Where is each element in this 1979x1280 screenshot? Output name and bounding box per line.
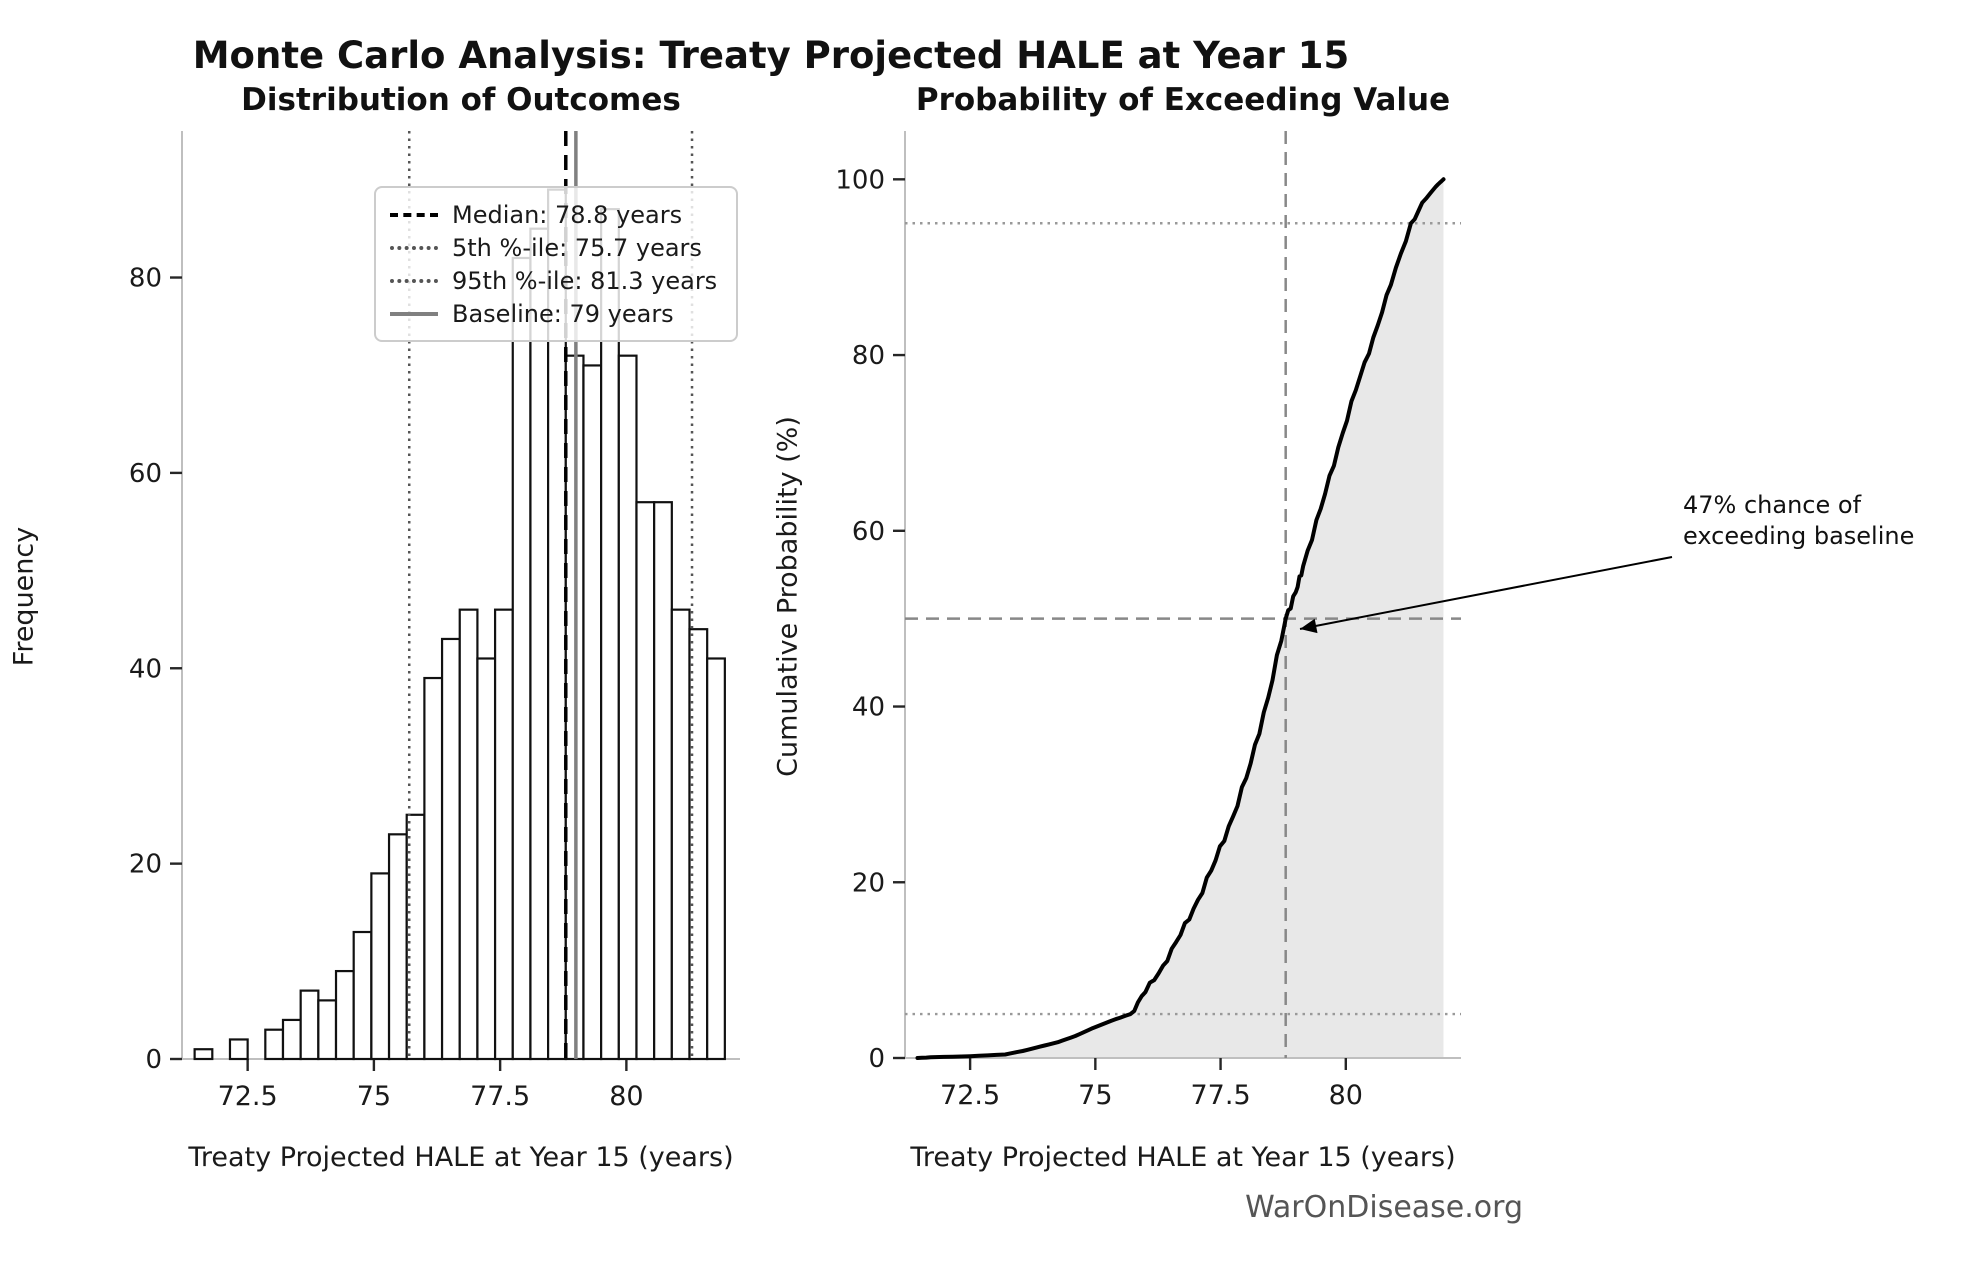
histogram-yaxis-label: Frequency: [8, 526, 40, 667]
legend-line-swatch: [390, 212, 438, 217]
histogram-x-tick-label: 80: [609, 1081, 643, 1112]
histogram-bar: [334, 969, 355, 1061]
histogram-bar: [370, 872, 391, 1061]
histogram-bar: [670, 608, 691, 1061]
histogram-bar: [529, 227, 550, 1061]
histogram-bar: [299, 989, 320, 1061]
legend-item: Baseline: 79 years: [390, 297, 722, 330]
cdf-y-tick-label: 80: [852, 341, 885, 371]
annotation-text-line: exceeding baseline: [1683, 522, 1915, 550]
cdf-x-tick-label: 75: [1078, 1080, 1112, 1111]
cdf-curve: [915, 177, 1446, 1060]
cdf-yaxis-label: Cumulative Probability (%): [772, 416, 804, 777]
legend-line-swatch: [390, 311, 438, 316]
histogram-y-tick-label: 80: [129, 264, 162, 294]
cdf-annotation: 47% chance of exceeding baseline: [1683, 490, 1914, 552]
legend: Median: 78.8 years 5th %-ile: 75.7 years 9…: [374, 186, 738, 342]
legend-item-label: 95th %-ile: 81.3 years: [452, 266, 718, 295]
legend-item-label: Median: 78.8 years: [452, 200, 683, 229]
histogram-bar: [653, 501, 673, 1061]
histogram-x-tick-label: 72.5: [218, 1081, 278, 1112]
histogram-bar: [458, 608, 479, 1061]
legend-item: 95th %-ile: 81.3 years: [390, 264, 722, 297]
histogram-bar: [440, 637, 461, 1061]
histogram-bar: [317, 999, 338, 1061]
histogram-bar: [635, 501, 656, 1061]
legend-line-swatch: [390, 278, 438, 283]
histogram-bar: [193, 1048, 214, 1061]
histogram-x-tick-label: 75: [357, 1081, 391, 1112]
histogram-bar: [281, 1018, 302, 1061]
annotation-arrowhead: [1300, 618, 1318, 634]
histogram-x-tick-label: 77.5: [470, 1081, 530, 1112]
histogram-bar: [387, 833, 408, 1061]
cdf-x-tick-label: 80: [1329, 1080, 1363, 1111]
figure-title: Monte Carlo Analysis: Treaty Projected H…: [192, 34, 1350, 77]
watermark: WarOnDisease.org: [1245, 1190, 1523, 1225]
histogram-xaxis-label: Treaty Projected HALE at Year 15 (years): [188, 1142, 734, 1173]
histogram-bar: [264, 1028, 285, 1061]
legend-item-label: 5th %-ile: 75.7 years: [452, 233, 702, 262]
annotation-arrow-line: [1299, 556, 1673, 630]
histogram-bar: [228, 1038, 249, 1061]
cdf-y-tick-label: 0: [868, 1044, 885, 1074]
cdf-y-tick-label: 100: [835, 165, 885, 195]
cdf-y-tick-label: 60: [852, 517, 885, 547]
histogram-bar: [476, 657, 497, 1061]
cdf-x-tick-label: 77.5: [1191, 1080, 1251, 1111]
histogram-bar: [582, 364, 603, 1061]
legend-item: 5th %-ile: 75.7 years: [390, 231, 722, 264]
histogram-y-tick-label: 40: [129, 654, 162, 684]
histogram-y-tick-label: 20: [129, 850, 162, 880]
cdf-y-tick-label: 20: [852, 868, 885, 898]
histogram-bar: [493, 608, 514, 1061]
legend-item: Median: 78.8 years: [390, 198, 722, 231]
cdf-y-tick-label: 40: [852, 693, 885, 723]
histogram-bar: [511, 256, 532, 1061]
annotation-text-line: 47% chance of: [1683, 491, 1862, 519]
histogram-title: Distribution of Outcomes: [241, 82, 681, 118]
legend-line-swatch: [390, 245, 438, 250]
histogram-bar: [617, 354, 638, 1061]
histogram-bar: [706, 657, 726, 1061]
histogram-y-tick-label: 0: [145, 1045, 162, 1075]
cdf-x-tick-label: 72.5: [940, 1080, 1000, 1111]
histogram-bar: [423, 676, 444, 1061]
histogram-bar: [352, 930, 373, 1061]
cdf-shaded-area: [917, 179, 1444, 1059]
legend-item-label: Baseline: 79 years: [452, 299, 674, 328]
cdf-xaxis-label: Treaty Projected HALE at Year 15 (years): [910, 1142, 1456, 1173]
histogram-y-tick-label: 60: [129, 459, 162, 489]
cdf-title: Probability of Exceeding Value: [915, 82, 1451, 118]
